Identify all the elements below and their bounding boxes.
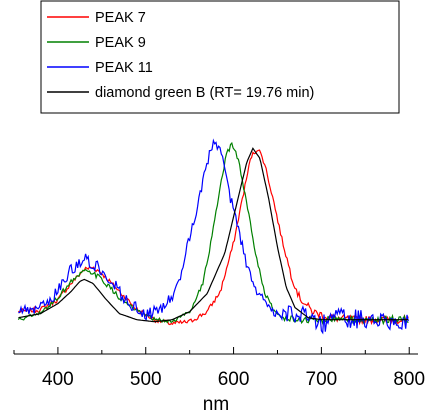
x-tick-label-700: 700: [306, 369, 338, 390]
legend-label-2: PEAK 9: [95, 35, 146, 51]
x-axis-title: nm: [203, 394, 229, 414]
x-tick-label-800: 800: [393, 369, 425, 390]
series-line-3: [18, 138, 409, 335]
series-line-4: [18, 147, 409, 323]
legend-label-3: PEAK 11: [95, 60, 153, 76]
x-axis: 400 500 600 700 800 nm: [13, 347, 425, 414]
legend-box: [40, 0, 400, 114]
series-line-2: [17, 141, 409, 326]
x-tick-label-600: 600: [218, 369, 250, 390]
plot-area: [17, 138, 409, 335]
legend: PEAK 7 PEAK 9 PEAK 11 diamond green B (RT= …: [40, 0, 400, 114]
legend-label-1: PEAK 7: [95, 10, 146, 26]
legend-label-4: diamond green B (RT= 19.76 min): [95, 85, 314, 101]
x-tick-label-400: 400: [42, 369, 74, 390]
x-tick-label-500: 500: [130, 369, 162, 390]
series-line-1: [17, 149, 409, 326]
